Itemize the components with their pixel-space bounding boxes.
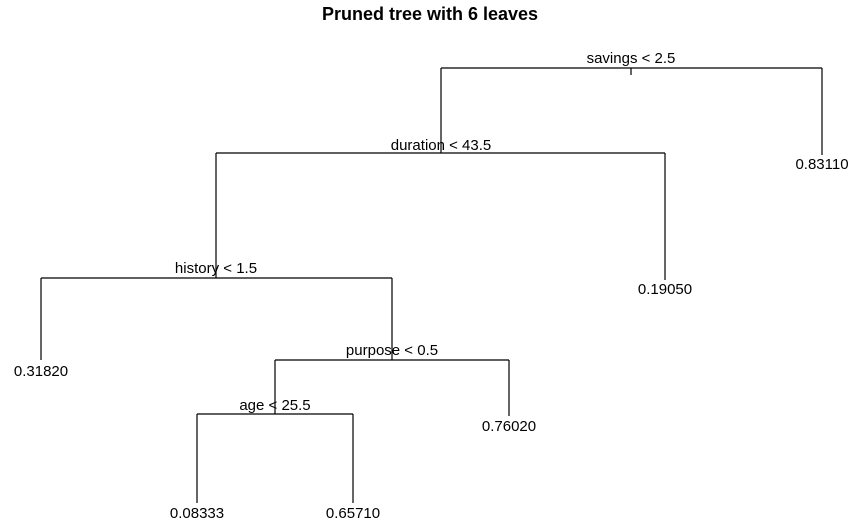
leaf-labels: 0.83110 0.19050 0.31820 0.76020 0.08333 … [14,156,849,522]
diagram-title: Pruned tree with 6 leaves [322,4,538,24]
leaf-value: 0.83110 [795,156,848,173]
leaf-value: 0.76020 [482,418,536,435]
tree-edges [40,67,823,503]
split-label-purpose: purpose < 0.5 [346,342,438,359]
split-labels: savings < 2.5 duration < 43.5 history < … [175,50,675,414]
split-label-history: history < 1.5 [175,260,257,277]
leaf-value: 0.31820 [14,363,68,380]
leaf-value: 0.19050 [638,281,692,298]
split-label-age: age < 25.5 [239,397,310,414]
leaf-value: 0.08333 [170,505,224,522]
leaf-value: 0.65710 [326,505,380,522]
split-label-savings: savings < 2.5 [587,50,676,67]
split-label-duration: duration < 43.5 [391,137,492,154]
